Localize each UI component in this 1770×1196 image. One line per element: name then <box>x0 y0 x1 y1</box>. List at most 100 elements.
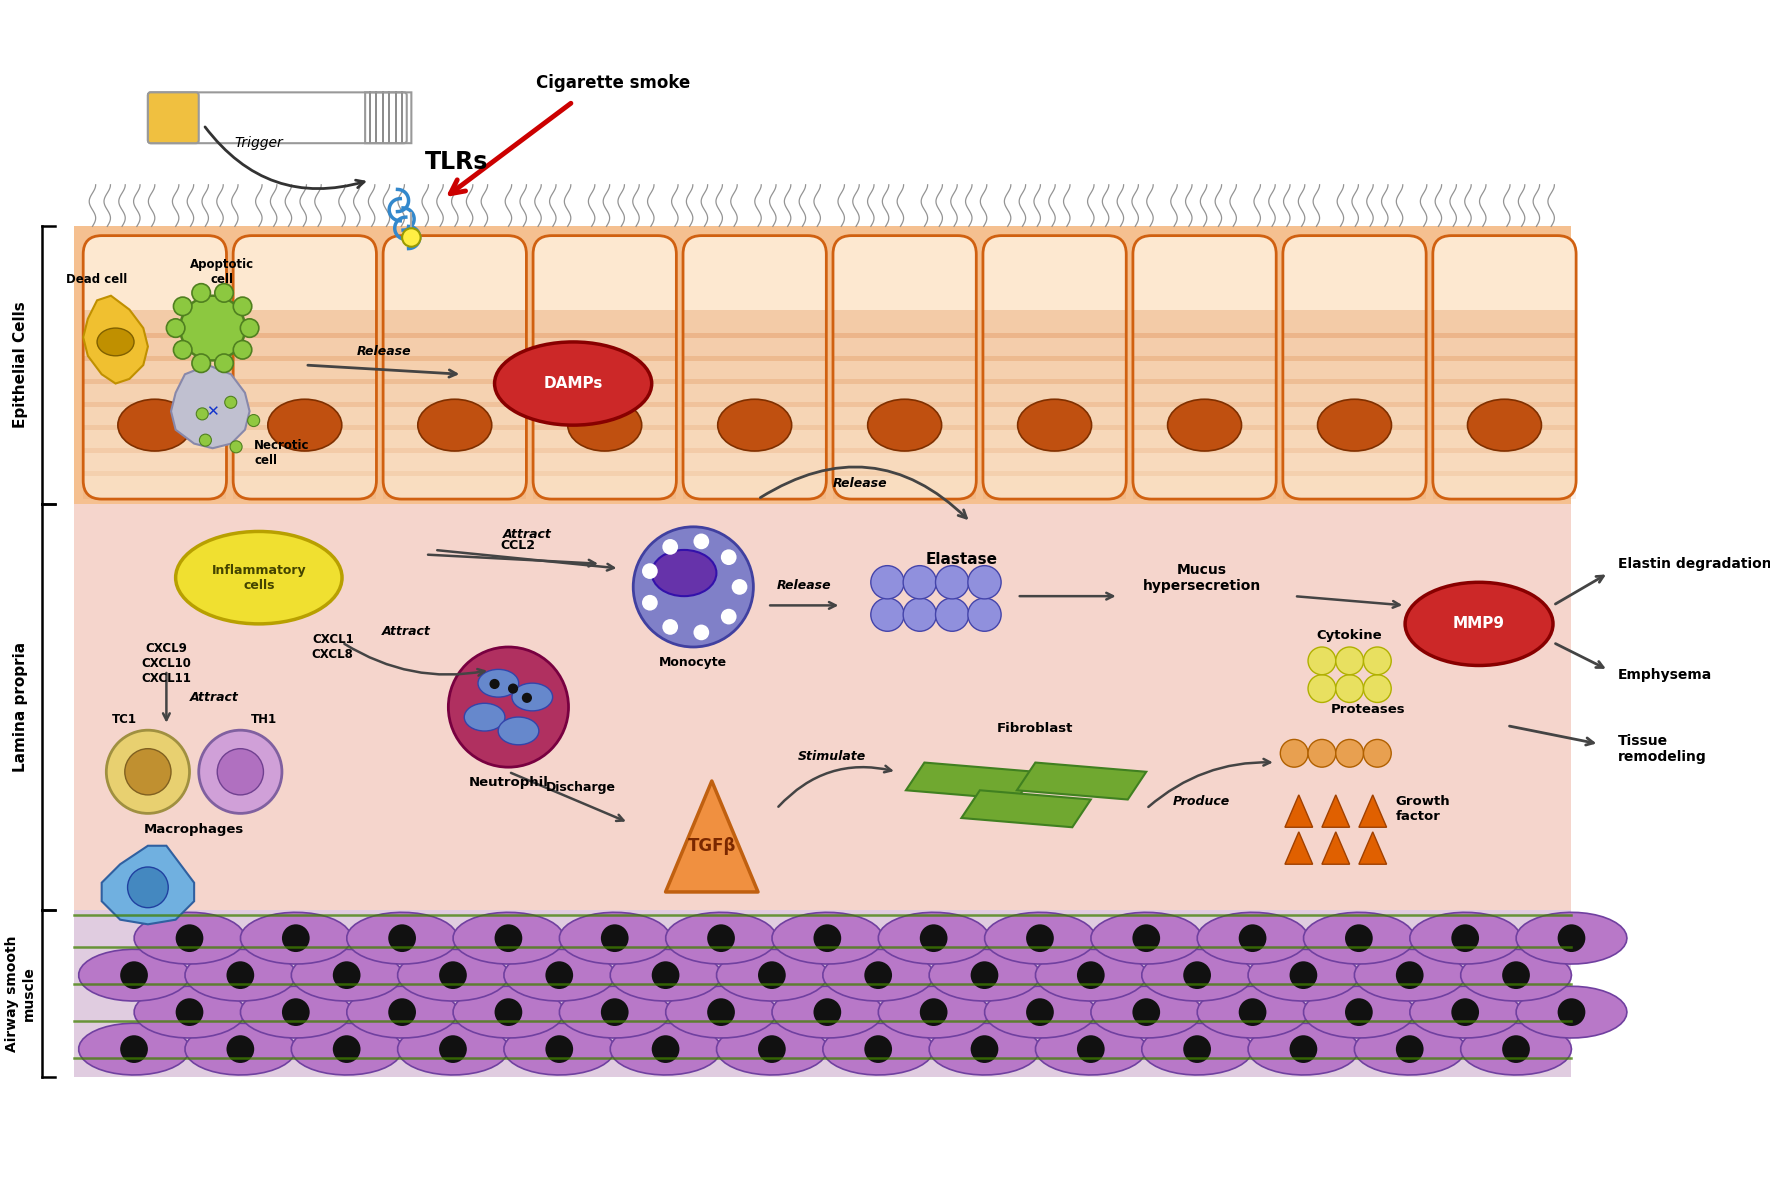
Bar <box>683 471 827 499</box>
Text: TGFβ: TGFβ <box>687 837 736 855</box>
Circle shape <box>1182 1036 1211 1063</box>
Bar <box>982 334 1126 361</box>
Polygon shape <box>504 950 614 1001</box>
Circle shape <box>720 609 736 624</box>
Circle shape <box>1336 675 1363 702</box>
Bar <box>834 426 977 453</box>
Polygon shape <box>929 950 1041 1001</box>
Ellipse shape <box>267 399 342 451</box>
Circle shape <box>694 533 710 549</box>
Text: Elastase: Elastase <box>926 551 997 567</box>
Circle shape <box>651 962 680 989</box>
Polygon shape <box>453 987 565 1038</box>
Circle shape <box>248 415 260 427</box>
Text: CXCL1
CXCL8: CXCL1 CXCL8 <box>312 633 354 661</box>
FancyBboxPatch shape <box>834 236 977 499</box>
Bar <box>834 402 977 429</box>
Polygon shape <box>186 950 296 1001</box>
Polygon shape <box>878 987 989 1038</box>
Text: Fibroblast: Fibroblast <box>997 722 1074 734</box>
Text: Macrophages: Macrophages <box>143 823 244 836</box>
Polygon shape <box>347 913 458 964</box>
Circle shape <box>545 1036 573 1063</box>
Circle shape <box>234 341 251 359</box>
Text: Release: Release <box>832 477 887 490</box>
Circle shape <box>694 624 710 640</box>
Circle shape <box>214 354 234 372</box>
Bar <box>1133 448 1276 476</box>
Polygon shape <box>1285 795 1313 828</box>
Polygon shape <box>823 1024 933 1075</box>
Polygon shape <box>83 295 149 384</box>
Circle shape <box>1182 962 1211 989</box>
Bar <box>234 426 377 453</box>
Polygon shape <box>1142 950 1253 1001</box>
Circle shape <box>758 1036 786 1063</box>
Circle shape <box>1308 739 1336 767</box>
Bar <box>1133 426 1276 453</box>
Text: DAMPs: DAMPs <box>543 376 604 391</box>
Circle shape <box>970 1036 998 1063</box>
Bar <box>382 471 526 499</box>
Text: Cigarette smoke: Cigarette smoke <box>536 74 690 92</box>
Text: Proteases: Proteases <box>1331 703 1405 716</box>
Polygon shape <box>453 913 565 964</box>
Polygon shape <box>559 913 671 964</box>
Polygon shape <box>929 1024 1041 1075</box>
Polygon shape <box>1517 913 1627 964</box>
Circle shape <box>1397 962 1423 989</box>
Polygon shape <box>961 791 1090 828</box>
Ellipse shape <box>494 342 651 425</box>
Text: Stimulate: Stimulate <box>798 750 866 763</box>
FancyBboxPatch shape <box>1283 236 1427 499</box>
Circle shape <box>758 962 786 989</box>
Ellipse shape <box>478 670 519 697</box>
Circle shape <box>1133 999 1159 1026</box>
Bar <box>1283 471 1427 499</box>
Ellipse shape <box>97 328 135 355</box>
Circle shape <box>1345 999 1374 1026</box>
Circle shape <box>494 925 522 952</box>
Polygon shape <box>666 987 777 1038</box>
Polygon shape <box>186 1024 296 1075</box>
Bar <box>683 334 827 361</box>
Bar <box>1283 402 1427 429</box>
Text: Release: Release <box>777 579 832 592</box>
Circle shape <box>494 999 522 1026</box>
Circle shape <box>1397 1036 1423 1063</box>
Bar <box>683 310 827 337</box>
Bar <box>234 471 377 499</box>
Bar <box>982 471 1126 499</box>
Text: Mucus
hypersecretion: Mucus hypersecretion <box>1143 562 1260 593</box>
Polygon shape <box>611 1024 720 1075</box>
Circle shape <box>864 1036 892 1063</box>
Bar <box>1133 334 1276 361</box>
Text: TH1: TH1 <box>250 713 276 726</box>
FancyBboxPatch shape <box>1434 236 1575 499</box>
Bar <box>982 379 1126 407</box>
FancyBboxPatch shape <box>234 236 377 499</box>
Bar <box>382 426 526 453</box>
Bar <box>683 379 827 407</box>
Circle shape <box>936 566 968 599</box>
Polygon shape <box>347 987 458 1038</box>
Polygon shape <box>717 950 827 1001</box>
Bar <box>83 356 227 384</box>
Polygon shape <box>1197 987 1308 1038</box>
Polygon shape <box>1035 950 1147 1001</box>
Polygon shape <box>74 910 1572 1076</box>
Text: MMP9: MMP9 <box>1453 616 1504 631</box>
Circle shape <box>439 1036 467 1063</box>
Bar <box>683 402 827 429</box>
FancyBboxPatch shape <box>533 236 676 499</box>
Text: Attract: Attract <box>503 527 550 541</box>
Bar <box>1434 379 1575 407</box>
Polygon shape <box>78 950 189 1001</box>
Polygon shape <box>666 781 758 892</box>
Bar <box>834 310 977 337</box>
Bar <box>83 402 227 429</box>
Circle shape <box>1336 647 1363 675</box>
Bar <box>83 379 227 407</box>
Circle shape <box>198 731 281 813</box>
Text: Monocyte: Monocyte <box>658 657 727 670</box>
